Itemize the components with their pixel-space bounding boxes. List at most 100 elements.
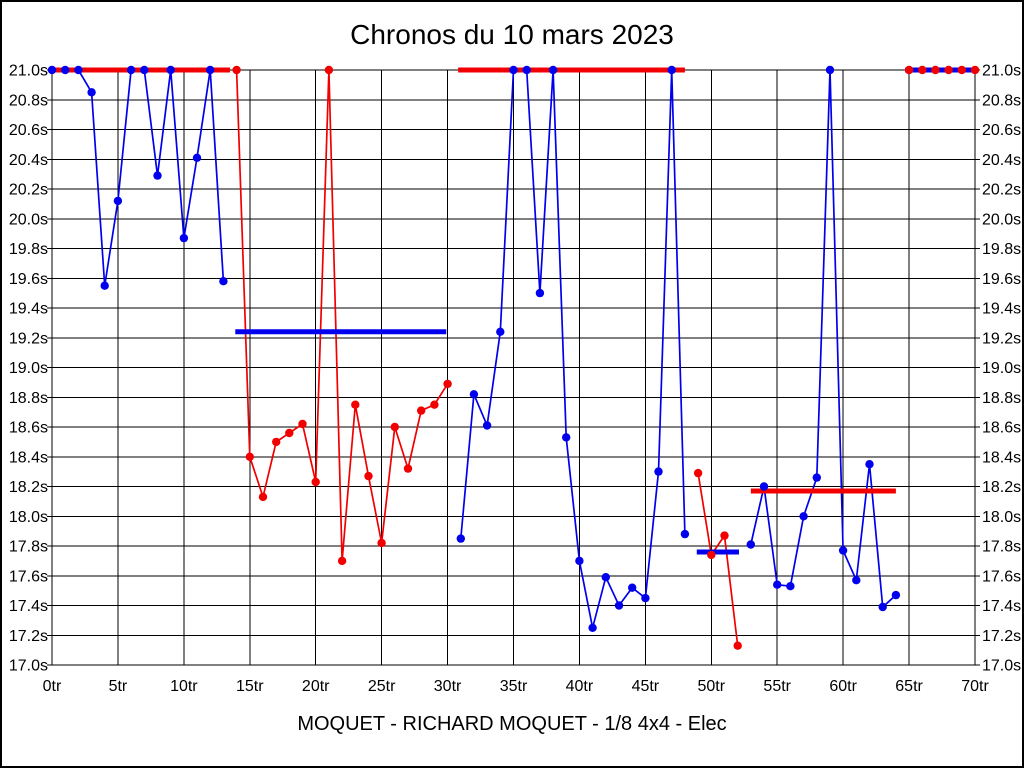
y-axis-label-right: 17.4s [982,598,1021,615]
x-axis-label: 15tr [236,678,264,695]
lap-point-marker [179,233,189,243]
lap-point-marker [430,400,439,409]
lap-point-marker [113,196,123,206]
lap-point-marker [918,65,927,75]
lap-point-marker [47,65,57,75]
grid-lines [47,69,980,666]
y-axis-label-right: 20.8s [982,92,1021,109]
lap-point-marker [733,641,742,650]
y-axis-label-left: 19.6s [9,271,48,288]
y-axis-label-right: 19.8s [982,241,1021,258]
x-axis-label: 5tr [109,678,128,695]
lap-point-marker [140,65,149,75]
y-axis-label-left: 17.2s [9,628,48,645]
y-axis-label-left: 18.4s [9,449,48,466]
x-axis-label: 65tr [895,678,923,695]
lap-point-marker [285,428,294,438]
y-axis-label-right: 18.4s [982,449,1021,466]
y-axis-label-left: 17.8s [9,539,48,556]
lap-point-marker [298,419,307,429]
lap-point-marker [403,464,413,473]
lap-point-marker [535,288,545,298]
lap-point-marker [904,65,914,75]
y-axis-label-left: 19.2s [9,330,48,347]
x-axis-label: 35tr [500,678,528,695]
lap-point-marker [852,576,861,585]
y-axis-label-right: 20.6s [982,122,1021,139]
x-axis-label: 40tr [566,678,594,695]
y-axis-label-left: 18.2s [9,479,48,496]
lap-point-marker [812,473,821,482]
lap-point-marker [443,379,452,389]
lap-point-marker [707,550,716,560]
y-axis-label-right: 19.0s [982,360,1021,377]
lap-point-marker [166,65,175,75]
x-axis-label: 70tr [961,678,989,695]
y-axis-label-right: 17.2s [982,628,1021,645]
lap-point-marker [693,468,703,478]
lap-point-marker [351,400,360,409]
lap-point-marker [272,437,281,447]
lap-point-marker [773,580,782,589]
y-axis-label-left: 20.0s [9,211,48,228]
y-axis-label-left: 17.6s [9,568,48,585]
y-axis-label-right: 17.6s [982,568,1021,585]
lap-point-marker [588,623,597,632]
lap-point-marker [192,153,202,162]
series-line-red-stint-2 [697,472,739,646]
y-axis-label-right: 18.2s [982,479,1021,496]
y-axis-label-right: 19.6s [982,271,1021,288]
lap-point-marker [746,540,755,549]
y-axis-label-left: 19.0s [9,360,48,377]
series-line-blue-stint-2 [459,69,686,629]
y-axis-label-right: 20.2s [982,182,1021,199]
lap-point-marker [377,538,386,548]
x-axis-label: 10tr [170,678,198,695]
data-point-markers [47,65,980,650]
y-axis-label-right: 21.0s [982,63,1021,80]
lap-point-marker [865,460,874,469]
lap-point-marker [562,433,571,442]
chart-title: Chronos du 10 mars 2023 [350,19,674,50]
lap-point-marker [509,65,518,75]
y-axis-label-left: 20.8s [9,92,48,109]
lap-point-marker [153,171,162,180]
lap-point-marker [245,452,254,461]
series-line-red-stint-1 [235,69,449,561]
lap-point-marker [232,65,241,75]
y-axis-label-left: 18.0s [9,509,48,526]
y-axis-label-left: 21.0s [9,63,48,80]
x-axis-label: 25tr [368,678,396,695]
lap-point-marker [311,477,320,487]
lap-point-marker [390,422,399,432]
series-line-blue-stint-3 [749,69,897,609]
lap-point-marker [641,593,650,603]
lap-point-marker [891,590,901,600]
lap-point-marker [931,65,940,75]
lap-point-marker [482,421,492,430]
lap-point-marker [628,583,637,592]
y-axis-label-left: 17.0s [9,658,48,675]
lap-point-marker [126,65,136,75]
x-axis-label: 60tr [829,678,857,695]
y-axis-label-left: 20.4s [9,152,48,169]
x-axis-label: 20tr [302,678,330,695]
lap-point-marker [74,65,83,75]
lap-point-marker [799,512,808,521]
y-axis-label-right: 20.4s [982,152,1021,169]
lap-point-marker [548,65,558,75]
lap-point-marker [496,327,505,336]
lap-point-marker [944,65,953,75]
lap-point-marker [957,65,966,75]
lap-point-marker [522,65,531,75]
y-axis-label-left: 20.2s [9,182,48,199]
lap-point-marker [61,65,70,75]
lap-point-marker [759,482,769,491]
lap-point-marker [219,277,228,286]
y-axis-label-right: 19.2s [982,330,1021,347]
lap-point-marker [417,406,426,415]
lap-point-marker [258,492,268,502]
axis-tick-labels: 21.0s 21.0s 20.8s 20.8s 20.6s 20.6s 20.4s 20.4s… [9,63,1021,696]
lap-point-marker [654,467,663,476]
